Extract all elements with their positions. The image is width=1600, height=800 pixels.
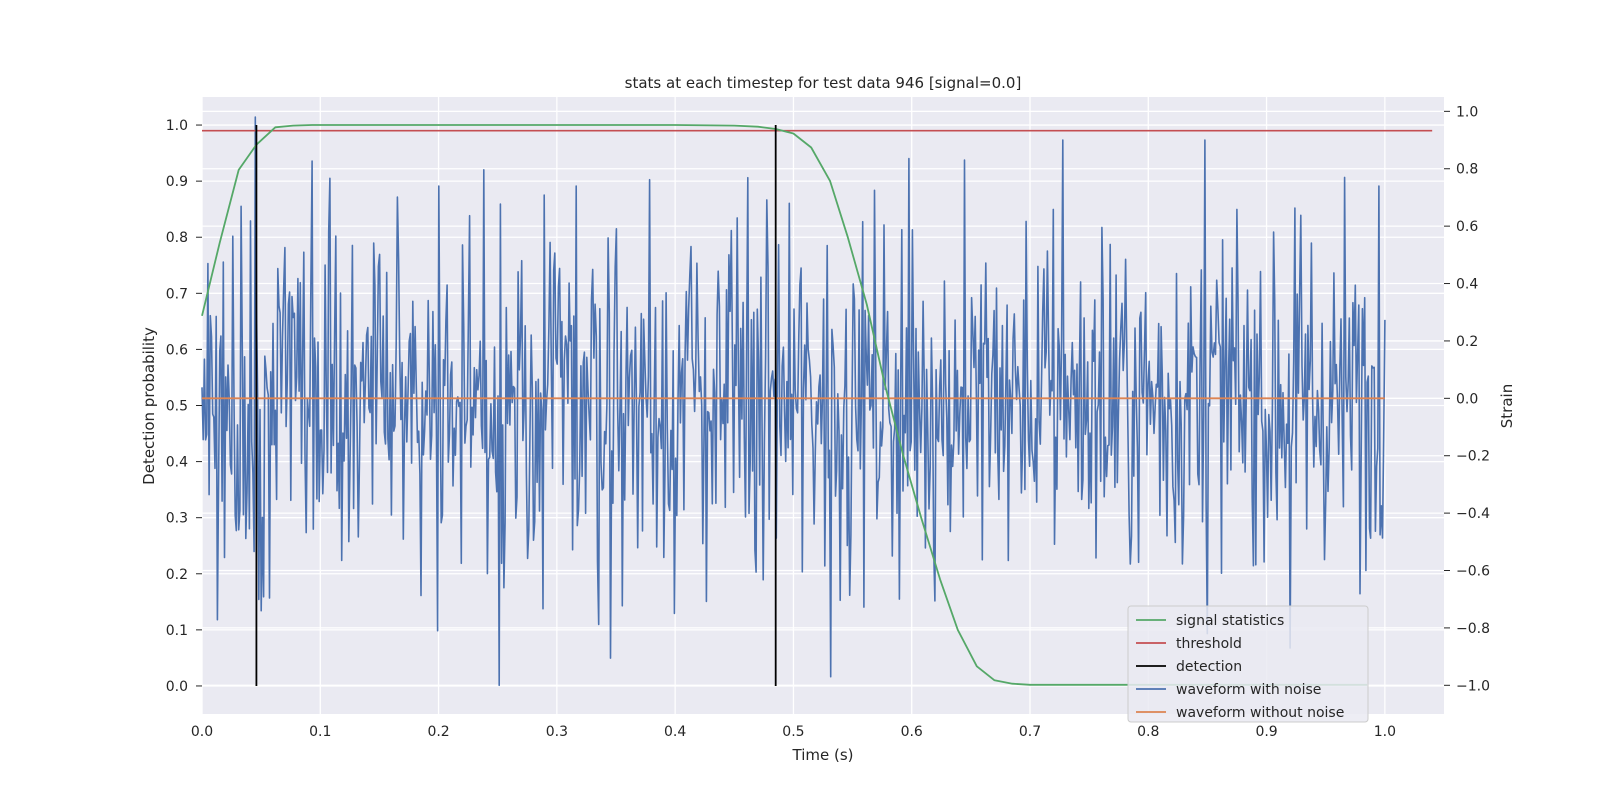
y2-tick-label: 0.4 (1456, 277, 1478, 293)
y-axis-label: Detection probability (140, 327, 158, 485)
chart-title: stats at each timestep for test data 946… (625, 74, 1022, 92)
x-tick-label: 0.2 (427, 724, 449, 740)
y2-axis-label: Strain (1498, 384, 1516, 428)
x-axis-ticks: 0.0 0.1 0.2 0.3 0.4 0.5 0.6 0.7 0.8 0.9 1.0 (191, 724, 1396, 740)
x-tick-label: 0.6 (901, 724, 923, 740)
y2-tick-label: −0.2 (1456, 449, 1490, 465)
legend-entry: threshold (1176, 636, 1242, 652)
legend-entry: signal statistics (1176, 613, 1284, 629)
x-tick-label: 0.4 (664, 724, 686, 740)
x-tick-label: 0.5 (782, 724, 804, 740)
legend: signal statistics threshold detection wavef… (1127, 605, 1369, 723)
y2-tick-label: −1.0 (1456, 678, 1490, 694)
y-tick-label: 0.6 (166, 342, 188, 358)
x-tick-label: 0.8 (1137, 724, 1159, 740)
x-axis-label: Time (s) (792, 746, 854, 764)
y-tick-label: 0.0 (166, 679, 188, 695)
y-tick-label: 0.1 (166, 623, 188, 639)
y-tick-label: 0.8 (166, 230, 188, 246)
legend-box (1127, 605, 1369, 723)
y2-tick-label: −0.6 (1456, 564, 1490, 580)
x-tick-label: 1.0 (1374, 724, 1396, 740)
y2-axis-ticks: −1.0 −0.8 −0.6 −0.4 −0.2 0.0 0.2 0.4 0.6 0.8 1.0 (1444, 104, 1490, 694)
y2-tick-label: 0.2 (1456, 334, 1478, 350)
series-signal-statistics (201, 124, 1368, 686)
x-tick-label: 0.0 (191, 724, 213, 740)
y-tick-label: 0.3 (166, 511, 188, 527)
y-tick-label: 0.4 (166, 455, 188, 471)
series (201, 116, 1433, 687)
legend-entry: waveform without noise (1176, 705, 1344, 721)
y2-tick-label: 0.6 (1456, 219, 1478, 235)
legend-entry: detection (1176, 659, 1242, 675)
y-tick-label: 0.7 (166, 286, 188, 302)
y-tick-label: 0.9 (166, 174, 188, 190)
x-tick-label: 0.7 (1019, 724, 1041, 740)
legend-entry: waveform with noise (1176, 682, 1321, 698)
x-tick-label: 0.1 (309, 724, 331, 740)
x-tick-label: 0.3 (546, 724, 568, 740)
y2-tick-label: −0.8 (1456, 621, 1490, 637)
x-tick-label: 0.9 (1255, 724, 1277, 740)
y2-tick-label: 0.0 (1456, 391, 1478, 407)
y-tick-label: 0.5 (166, 399, 188, 415)
y2-tick-label: −0.4 (1456, 506, 1490, 522)
y2-tick-label: 0.8 (1456, 162, 1478, 178)
y-tick-label: 0.2 (166, 567, 188, 583)
y2-tick-label: 1.0 (1456, 104, 1478, 120)
y-axis-ticks: 0.0 0.1 0.2 0.3 0.4 0.5 0.6 0.7 0.8 0.9 1.0 (166, 118, 202, 695)
y-tick-label: 1.0 (166, 118, 188, 134)
series-waveform-with-noise (201, 116, 1386, 687)
